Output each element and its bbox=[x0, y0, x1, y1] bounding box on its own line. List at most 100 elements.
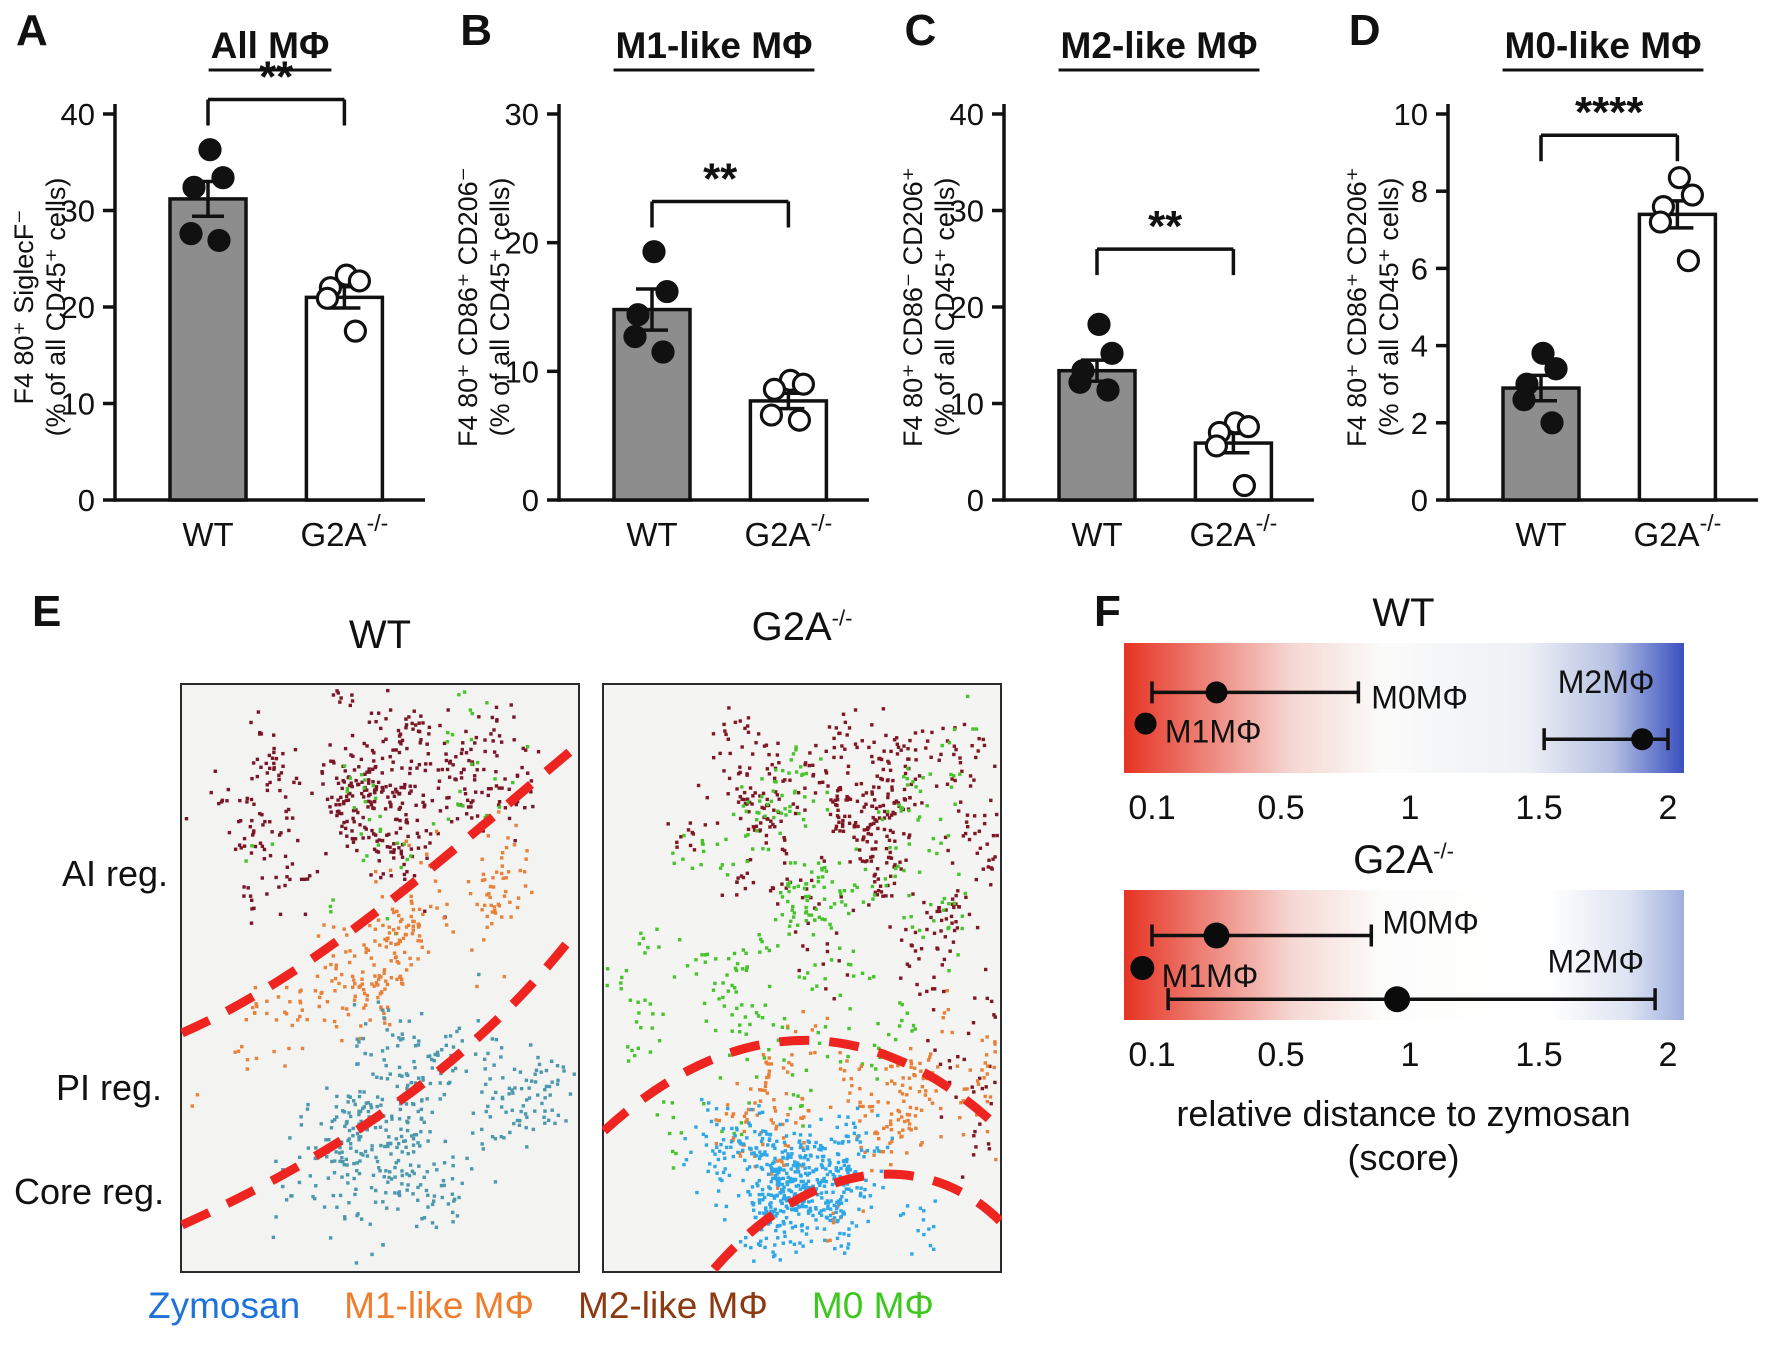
legend-item-m1: M1-like MΦ bbox=[344, 1285, 535, 1326]
svg-text:2: 2 bbox=[1658, 789, 1677, 827]
svg-text:10: 10 bbox=[949, 387, 983, 422]
svg-text:G2A-/-: G2A-/- bbox=[1633, 510, 1721, 553]
svg-text:2: 2 bbox=[1658, 1036, 1677, 1074]
spatial-legend: Zymosan M1-like MΦ M2-like MΦ M0 MΦ bbox=[148, 1285, 934, 1327]
svg-text:****: **** bbox=[1575, 88, 1644, 137]
svg-text:1.5: 1.5 bbox=[1515, 789, 1562, 827]
svg-text:30: 30 bbox=[949, 194, 983, 229]
distance-strip-wt: M0MΦ M1MΦ M2MΦ 0.1 0.5 1 1.5 2 bbox=[1123, 643, 1684, 827]
spatial-map-g2a bbox=[602, 683, 1002, 1273]
region-label-core: Core reg. bbox=[14, 1171, 165, 1212]
svg-text:20: 20 bbox=[61, 290, 95, 325]
panel-c: C M2-like MΦ 0 10 20 30 40 WT G2A-/- ** F4 80⁺ CD… bbox=[889, 0, 1333, 585]
svg-text:0.5: 0.5 bbox=[1257, 789, 1304, 827]
spatial-wt-title-text: WT bbox=[348, 613, 412, 657]
svg-text:M0-like MΦ: M0-like MΦ bbox=[1504, 25, 1701, 66]
svg-text:30: 30 bbox=[505, 97, 539, 132]
panel-f-label: F bbox=[1094, 587, 1121, 636]
svg-text:1.5: 1.5 bbox=[1515, 1036, 1562, 1074]
svg-text:F4 80⁺ SiglecF⁻: F4 80⁺ SiglecF⁻ bbox=[9, 209, 39, 404]
svg-text:**: ** bbox=[1148, 202, 1183, 251]
legend-item-zymosan: Zymosan bbox=[148, 1285, 301, 1326]
spatial-wt-title: WT bbox=[180, 613, 580, 658]
panel-a-label: A bbox=[16, 6, 48, 55]
svg-text:WT: WT bbox=[1071, 516, 1122, 553]
distance-strips: WT M0MΦ M1MΦ M2MΦ 0.1 0.5 1 1.5 2 G2A-/- M0MΦ M1… bbox=[1123, 585, 1684, 1179]
svg-text:**: ** bbox=[259, 53, 294, 102]
svg-text:M0MΦ: M0MΦ bbox=[1382, 905, 1479, 941]
svg-text:10: 10 bbox=[61, 387, 95, 422]
svg-text:M0MΦ: M0MΦ bbox=[1371, 680, 1468, 716]
svg-text:F4 80⁺ CD86⁻ CD206⁺: F4 80⁺ CD86⁻ CD206⁺ bbox=[898, 167, 928, 447]
svg-text:(% of all CD45⁺ cells): (% of all CD45⁺ cells) bbox=[1374, 178, 1404, 437]
svg-text:0: 0 bbox=[966, 483, 983, 518]
spatial-map-wt bbox=[180, 683, 580, 1273]
svg-text:M1MΦ: M1MΦ bbox=[1164, 713, 1261, 749]
svg-text:40: 40 bbox=[949, 97, 983, 132]
svg-text:M1-like MΦ: M1-like MΦ bbox=[616, 25, 813, 66]
strip-g2a-title-text: G2A bbox=[1353, 838, 1434, 882]
spatial-g2a-title: G2A-/- bbox=[602, 605, 1002, 650]
svg-text:M2MΦ: M2MΦ bbox=[1547, 944, 1644, 980]
svg-text:10: 10 bbox=[1393, 97, 1427, 132]
svg-text:G2A-/-: G2A-/- bbox=[301, 510, 389, 553]
strip-g2a-title-sup: -/- bbox=[1433, 838, 1454, 864]
svg-text:20: 20 bbox=[949, 290, 983, 325]
region-label-pi: PI reg. bbox=[56, 1067, 163, 1108]
svg-text:10: 10 bbox=[505, 354, 539, 389]
strip-wt-title: WT bbox=[1124, 591, 1684, 641]
bar-chart-m2-macrophages: M2-like MΦ 0 10 20 30 40 WT G2A-/- ** F4 80⁺ CD86… bbox=[898, 25, 1314, 553]
panel-d: D M0-like MΦ 0 2 4 6 8 10 WT G2A-/- **** F4 80⁺ CD… bbox=[1333, 0, 1777, 585]
svg-text:(% of all CD45⁺ cells): (% of all CD45⁺ cells) bbox=[930, 178, 960, 437]
svg-text:1: 1 bbox=[1400, 789, 1419, 827]
svg-text:M2-like MΦ: M2-like MΦ bbox=[1060, 25, 1257, 66]
spatial-g2a-title-text: G2A bbox=[751, 605, 832, 649]
spatial-g2a-title-sup: -/- bbox=[831, 605, 853, 631]
bar-chart-m1-macrophages: M1-like MΦ 0 10 20 30 WT G2A-/- ** F4 80⁺ CD86⁺ … bbox=[453, 25, 870, 553]
svg-text:M1MΦ: M1MΦ bbox=[1161, 958, 1258, 994]
svg-text:M2MΦ: M2MΦ bbox=[1557, 664, 1654, 700]
panel-c-label: C bbox=[904, 6, 937, 55]
panel-b-label: B bbox=[460, 6, 493, 55]
svg-text:20: 20 bbox=[505, 226, 539, 261]
strip-xaxis-units: (score) bbox=[1347, 1137, 1460, 1178]
svg-text:4: 4 bbox=[1411, 329, 1428, 364]
bar-chart-all-macrophages: All MΦ 0 10 20 30 40 WT G2A-/- ** F4 80⁺ SiglecF⁻… bbox=[9, 25, 426, 553]
bar-chart-m0-macrophages: M0-like MΦ 0 2 4 6 8 10 WT G2A-/- **** F4 80⁺ CD86… bbox=[1342, 25, 1758, 553]
strip-xaxis-label: relative distance to zymosan bbox=[1176, 1093, 1631, 1134]
legend-item-m2: M2-like MΦ bbox=[578, 1285, 768, 1326]
svg-text:WT: WT bbox=[182, 516, 233, 553]
region-label-ai: AI reg. bbox=[62, 853, 169, 894]
svg-text:0.1: 0.1 bbox=[1128, 1036, 1175, 1074]
svg-text:0: 0 bbox=[522, 483, 539, 518]
svg-text:(% of all CD45⁺ cells): (% of all CD45⁺ cells) bbox=[485, 178, 515, 437]
svg-text:0: 0 bbox=[78, 483, 95, 518]
svg-text:0: 0 bbox=[1411, 483, 1428, 518]
svg-text:40: 40 bbox=[61, 97, 95, 132]
svg-text:G2A-/-: G2A-/- bbox=[1189, 510, 1277, 553]
svg-text:WT: WT bbox=[627, 516, 678, 553]
svg-text:2: 2 bbox=[1411, 406, 1428, 441]
bottom-row: E WT G2A-/- AI reg. PI reg. Core reg. Zy… bbox=[0, 585, 1777, 1359]
legend-item-m0: M0 MΦ bbox=[811, 1285, 934, 1326]
svg-text:0.5: 0.5 bbox=[1257, 1036, 1304, 1074]
svg-text:F4 80⁺ CD86⁺ CD206⁺: F4 80⁺ CD86⁺ CD206⁺ bbox=[1342, 167, 1372, 447]
panel-e: E WT G2A-/- AI reg. PI reg. Core reg. Zy… bbox=[0, 585, 1030, 1359]
panel-b: B M1-like MΦ 0 10 20 30 WT G2A-/- ** F4 80⁺ CD86… bbox=[444, 0, 888, 585]
svg-text:**: ** bbox=[703, 154, 738, 203]
svg-text:30: 30 bbox=[61, 194, 95, 229]
svg-text:F4 80⁺ CD86⁺ CD206⁻: F4 80⁺ CD86⁺ CD206⁻ bbox=[453, 167, 483, 447]
svg-text:6: 6 bbox=[1411, 251, 1428, 286]
panel-e-label: E bbox=[32, 587, 62, 636]
svg-text:(% of all CD45⁺ cells): (% of all CD45⁺ cells) bbox=[41, 178, 71, 437]
bar-chart-row: A All MΦ 0 10 20 30 40 WT G2A-/- ** F4 80⁺ Siglec… bbox=[0, 0, 1777, 585]
svg-text:1: 1 bbox=[1400, 1036, 1419, 1074]
svg-text:G2A-/-: G2A-/- bbox=[745, 510, 833, 553]
strip-g2a-title: G2A-/- bbox=[1124, 838, 1684, 888]
distance-strip-g2a: M0MΦ M1MΦ M2MΦ 0.1 0.5 1 1.5 2 bbox=[1123, 890, 1684, 1074]
svg-text:0.1: 0.1 bbox=[1128, 789, 1175, 827]
strip-wt-title-text: WT bbox=[1372, 591, 1435, 635]
panel-f: F WT M0MΦ M1MΦ M2MΦ 0.1 0.5 1 1.5 2 G2A-/- M0MΦ… bbox=[1030, 585, 1777, 1359]
svg-text:WT: WT bbox=[1515, 516, 1566, 553]
